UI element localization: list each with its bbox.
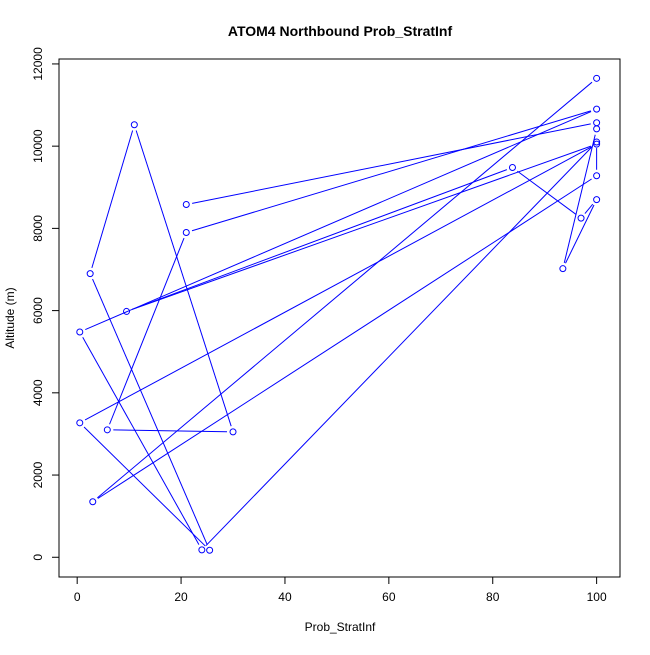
data-point xyxy=(206,546,214,554)
data-point xyxy=(593,74,601,82)
y-tick-label: 4000 xyxy=(31,379,45,406)
data-point xyxy=(593,172,601,180)
series-segment xyxy=(205,146,593,546)
series-segment xyxy=(92,278,208,545)
y-axis: 0 2000 4000 6000 8000 10000 12000 xyxy=(31,47,60,561)
x-tick-label: 20 xyxy=(174,590,188,604)
y-tick-label: 10000 xyxy=(31,129,45,163)
x-tick-label: 60 xyxy=(382,590,396,604)
series-segment xyxy=(109,237,185,425)
series-segment xyxy=(584,203,594,214)
series-segment xyxy=(565,204,595,264)
series-segment xyxy=(135,130,232,427)
x-tick-label: 0 xyxy=(74,590,81,604)
data-point xyxy=(593,105,601,113)
data-point xyxy=(593,196,601,204)
y-tick-label: 8000 xyxy=(31,215,45,242)
data-point xyxy=(76,419,84,427)
x-tick-label: 100 xyxy=(587,590,607,604)
series-segment xyxy=(563,134,596,263)
x-axis-label: Prob_StratInf xyxy=(305,620,376,634)
data-point xyxy=(89,498,97,506)
x-axis: 0 20 40 60 80 100 xyxy=(74,576,607,604)
series-segment xyxy=(517,170,577,215)
series-segment xyxy=(85,111,592,331)
series-segment xyxy=(82,336,200,545)
y-axis-label: Altitude (m) xyxy=(3,287,17,348)
data-point xyxy=(593,119,601,127)
series-segment xyxy=(91,130,134,268)
y-tick-label: 0 xyxy=(31,554,45,561)
series-segment xyxy=(132,145,592,310)
data-point xyxy=(123,307,131,315)
chart-title: ATOM4 Northbound Prob_StratInf xyxy=(228,23,453,39)
data-point xyxy=(559,265,567,273)
series-segment xyxy=(131,169,508,310)
series-segment xyxy=(191,110,592,232)
data-point xyxy=(577,214,585,222)
data-point xyxy=(76,328,84,336)
x-tick-label: 40 xyxy=(278,590,292,604)
data-point xyxy=(182,201,190,209)
data-point xyxy=(508,164,516,172)
data-point xyxy=(182,228,190,236)
data-point xyxy=(86,270,94,278)
data-point xyxy=(229,428,237,436)
series-segment xyxy=(84,146,592,421)
x-tick-label: 80 xyxy=(486,590,500,604)
series-segment xyxy=(192,123,591,204)
series-segment xyxy=(97,81,593,499)
data-point xyxy=(103,426,111,434)
data-point xyxy=(198,546,206,554)
y-tick-label: 2000 xyxy=(31,461,45,488)
data-point xyxy=(593,138,601,146)
y-tick-label: 12000 xyxy=(31,47,45,81)
series-segment xyxy=(83,426,206,547)
y-tick-label: 6000 xyxy=(31,297,45,324)
data-point xyxy=(593,140,601,148)
series-segment xyxy=(113,429,228,433)
series-layer xyxy=(76,74,601,554)
data-point xyxy=(130,121,138,129)
